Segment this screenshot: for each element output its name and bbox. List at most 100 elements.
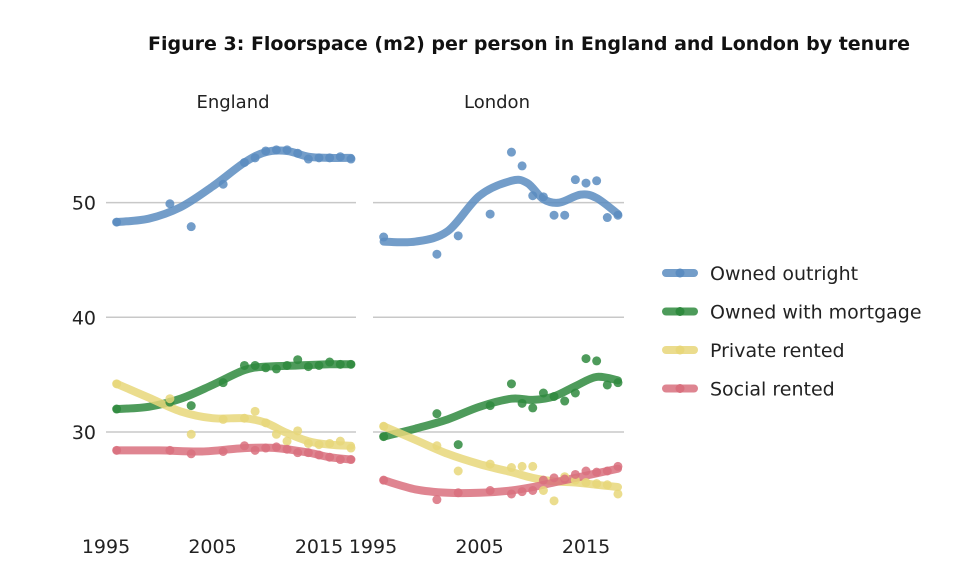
point-england-private-rented-2001 [165,394,175,404]
point-london-owned-with-mortgage-1996 [379,432,389,442]
trend-line-england-owned-outright [112,146,355,227]
point-england-social-rented-2003 [186,449,196,459]
point-london-owned-outright-2015 [581,178,591,188]
point-england-private-rented-2016 [325,438,335,448]
point-england-owned-outright-2010 [261,146,271,156]
point-england-owned-with-mortgage-2011 [271,364,281,374]
x-tick-england-2015: 2015 [295,536,343,558]
y-tick-30: 30 [72,422,96,444]
point-london-private-rented-1996 [379,421,389,431]
point-london-owned-outright-2017 [602,213,612,223]
point-london-owned-outright-2001 [432,249,442,259]
point-london-owned-outright-2012 [549,210,559,220]
point-london-private-rented-2012 [549,496,559,506]
point-england-social-rented-2017 [335,455,345,465]
point-england-owned-outright-2006 [218,179,228,189]
point-london-owned-with-mortgage-2014 [570,388,580,398]
point-london-private-rented-2003 [453,466,463,476]
point-england-social-rented-2009 [250,445,260,455]
point-england-private-rented-2013 [293,426,303,436]
point-england-owned-outright-2014 [303,154,313,164]
point-england-social-rented-2010 [261,443,271,453]
legend: Owned outright Owned with mortgage Private… [662,263,922,401]
point-london-social-rented-2015 [581,466,591,476]
chart-title: Figure 3: Floorspace (m2) per person in … [148,33,910,55]
point-london-owned-with-mortgage-2008 [506,379,516,389]
point-england-owned-with-mortgage-2013 [293,355,303,365]
point-england-owned-outright-2009 [250,153,260,163]
point-england-social-rented-2011 [271,442,281,452]
point-england-owned-outright-2008 [239,157,249,167]
point-london-owned-outright-2010 [528,191,538,201]
point-england-owned-with-mortgage-2010 [261,363,271,373]
point-england-private-rented-2015 [314,440,324,450]
point-england-owned-with-mortgage-2016 [325,357,335,367]
point-london-owned-outright-2011 [538,192,548,202]
point-london-owned-with-mortgage-2011 [538,388,548,398]
point-england-private-rented-2010 [261,418,271,428]
point-london-social-rented-2008 [506,489,516,499]
point-england-social-rented-2006 [218,446,228,456]
point-london-owned-with-mortgage-2017 [602,380,612,390]
point-england-social-rented-2012 [282,444,292,454]
point-england-social-rented-2001 [165,445,175,455]
point-london-social-rented-2011 [538,475,548,485]
point-london-owned-outright-2016 [592,176,602,186]
point-london-owned-with-mortgage-2010 [528,403,538,413]
panel-title-london: London [464,92,530,113]
point-london-social-rented-2018 [613,461,623,471]
point-london-owned-with-mortgage-2009 [517,398,527,408]
point-london-owned-with-mortgage-2015 [581,354,591,364]
x-tick-london-2005: 2005 [455,536,503,558]
point-london-social-rented-2003 [453,488,463,498]
point-england-owned-outright-2011 [271,145,281,155]
point-london-owned-outright-2013 [560,210,570,220]
legend-label-owned-with-mortgage: Owned with mortgage [710,302,922,324]
point-england-owned-with-mortgage-2008 [239,360,249,370]
point-london-owned-outright-2006 [485,209,495,219]
point-london-social-rented-2014 [570,469,580,479]
point-england-social-rented-2016 [325,452,335,462]
point-london-private-rented-2008 [506,463,516,473]
point-england-social-rented-2018 [346,455,356,465]
point-england-private-rented-2014 [303,438,313,448]
point-england-social-rented-2013 [293,448,303,458]
legend-marker-social-rented [675,384,685,393]
point-london-social-rented-2009 [517,487,527,497]
point-england-private-rented-2018 [346,443,356,453]
point-england-owned-outright-2015 [314,153,324,163]
point-england-private-rented-2011 [271,429,281,439]
point-england-private-rented-2017 [335,436,345,446]
legend-marker-private-rented [675,345,685,355]
point-england-owned-outright-2016 [325,153,335,163]
point-london-social-rented-2012 [549,473,559,483]
trend-line-london-owned-outright [379,175,622,247]
point-london-social-rented-2013 [560,474,570,484]
point-london-private-rented-2015 [581,477,591,487]
point-london-private-rented-2010 [528,461,538,471]
point-england-owned-with-mortgage-2014 [303,362,313,372]
point-london-private-rented-2017 [602,480,612,490]
y-tick-50: 50 [72,193,96,215]
point-london-social-rented-2010 [528,485,538,495]
point-england-social-rented-1996 [112,445,122,455]
point-england-social-rented-2014 [303,448,313,458]
point-england-owned-outright-2013 [293,148,303,158]
point-england-owned-with-mortgage-2018 [346,359,356,369]
point-england-social-rented-2008 [239,441,249,451]
point-london-owned-with-mortgage-2001 [432,409,442,419]
point-england-owned-outright-2018 [346,154,356,164]
trend-line-england-private-rented [112,379,355,450]
point-london-social-rented-2016 [592,467,602,477]
point-england-owned-with-mortgage-2009 [250,360,260,370]
point-london-owned-outright-2003 [453,231,463,241]
point-england-private-rented-2003 [186,429,196,439]
point-england-owned-with-mortgage-2003 [186,401,196,411]
point-london-private-rented-2016 [592,479,602,489]
x-tick-england-2005: 2005 [188,536,236,558]
x-tick-london-1995: 1995 [349,536,397,558]
point-england-owned-outright-1996 [112,217,122,227]
legend-marker-owned-outright [675,268,685,278]
point-england-private-rented-2008 [239,413,249,423]
point-england-owned-with-mortgage-2006 [218,378,228,388]
